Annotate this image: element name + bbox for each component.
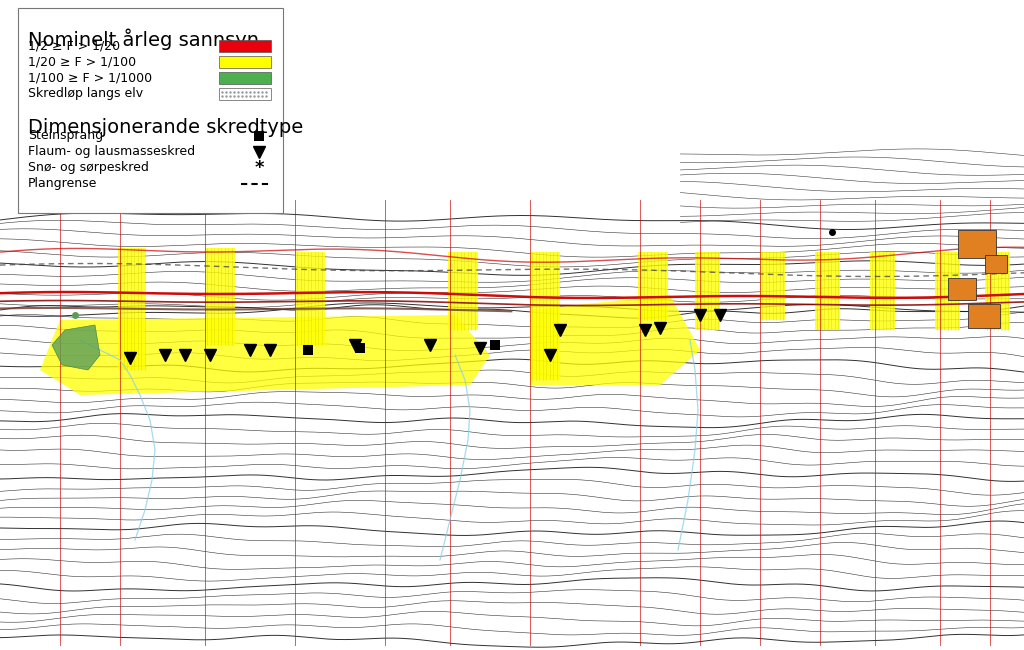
Bar xyxy=(219,40,271,52)
Bar xyxy=(219,88,271,100)
Text: 1/100 ≥ F > 1/1000: 1/100 ≥ F > 1/1000 xyxy=(28,72,153,84)
Bar xyxy=(490,340,500,350)
Bar xyxy=(638,252,668,320)
Bar xyxy=(219,72,271,84)
Polygon shape xyxy=(40,315,490,395)
Polygon shape xyxy=(52,325,100,370)
Bar xyxy=(18,8,283,213)
Bar xyxy=(303,345,313,355)
Text: Skredløp langs elv: Skredløp langs elv xyxy=(28,88,143,101)
Bar xyxy=(118,248,145,370)
Bar xyxy=(760,252,785,320)
Bar xyxy=(948,278,976,300)
Text: Snø- og sørpeskred: Snø- og sørpeskred xyxy=(28,161,148,174)
Bar xyxy=(695,252,720,330)
Text: Plangrense: Plangrense xyxy=(28,177,97,190)
Text: Dimensjonerande skredtype: Dimensjonerande skredtype xyxy=(28,118,303,137)
Bar xyxy=(205,248,234,345)
Text: 1/20 ≥ F > 1/100: 1/20 ≥ F > 1/100 xyxy=(28,55,136,68)
Bar xyxy=(958,230,996,258)
Bar xyxy=(985,255,1007,273)
Bar xyxy=(355,343,365,353)
Bar xyxy=(870,252,895,330)
Bar xyxy=(449,252,478,330)
Text: Nominelt årleg sannsyn: Nominelt årleg sannsyn xyxy=(28,28,259,49)
Bar xyxy=(295,252,325,345)
Bar xyxy=(815,252,840,330)
Bar xyxy=(530,252,560,380)
Text: Flaum- og lausmasseskred: Flaum- og lausmasseskred xyxy=(28,146,196,159)
Text: *: * xyxy=(254,159,264,177)
Bar xyxy=(935,252,961,330)
Text: 1/2 ≥ F > 1/20: 1/2 ≥ F > 1/20 xyxy=(28,40,120,53)
Bar xyxy=(219,56,271,68)
Text: Steinsprang: Steinsprang xyxy=(28,129,103,142)
Polygon shape xyxy=(530,295,700,385)
Bar xyxy=(254,131,264,141)
Bar xyxy=(968,304,1000,328)
Bar xyxy=(985,252,1010,330)
